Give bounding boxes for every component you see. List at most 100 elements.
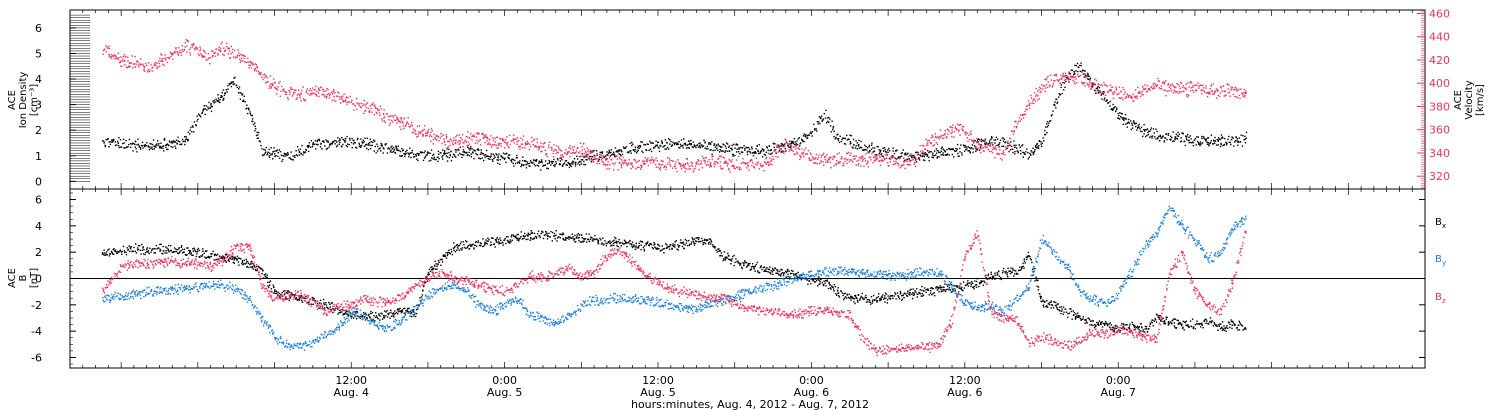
bx-point bbox=[479, 244, 482, 246]
ion-density-point bbox=[674, 142, 676, 145]
ion-density-point bbox=[893, 152, 896, 155]
bx-point bbox=[167, 249, 169, 251]
ion-density-point bbox=[853, 144, 855, 146]
bx-point bbox=[571, 237, 573, 240]
bx-point bbox=[595, 238, 597, 240]
velocity-point bbox=[394, 114, 396, 116]
velocity-point bbox=[753, 166, 755, 168]
velocity-point bbox=[339, 96, 341, 98]
ion-density-point bbox=[678, 141, 680, 143]
velocity-point bbox=[953, 136, 955, 138]
velocity-point bbox=[370, 107, 372, 110]
ion-density-point bbox=[1173, 140, 1175, 142]
velocity-point bbox=[758, 168, 761, 170]
velocity-point bbox=[1216, 97, 1218, 99]
velocity-point bbox=[522, 139, 524, 141]
velocity-point bbox=[528, 148, 530, 151]
velocity-point bbox=[865, 153, 867, 155]
velocity-point bbox=[1150, 86, 1152, 89]
bx-point bbox=[655, 247, 657, 249]
velocity-point bbox=[525, 143, 528, 146]
velocity-point bbox=[474, 142, 476, 144]
velocity-point bbox=[1144, 84, 1146, 86]
ion-density-point bbox=[463, 154, 465, 156]
velocity-point bbox=[1244, 96, 1246, 98]
velocity-point bbox=[1208, 93, 1210, 95]
velocity-point bbox=[911, 157, 913, 159]
velocity-point bbox=[1095, 79, 1098, 82]
ion-density-point bbox=[782, 144, 785, 146]
ion-density-point bbox=[1071, 69, 1073, 71]
velocity-point bbox=[161, 60, 163, 62]
ion-density-point bbox=[1107, 101, 1110, 104]
ion-density-point bbox=[217, 94, 219, 96]
ion-density-point bbox=[128, 138, 131, 141]
ion-density-point bbox=[373, 139, 375, 141]
velocity-point bbox=[728, 159, 730, 161]
ion-density-point bbox=[490, 155, 492, 157]
bx-point bbox=[213, 259, 215, 261]
velocity-point bbox=[586, 154, 588, 156]
bx-point bbox=[221, 255, 223, 258]
velocity-point bbox=[1146, 85, 1149, 87]
ion-density-point bbox=[660, 145, 662, 147]
velocity-point bbox=[188, 49, 190, 51]
velocity-point bbox=[1229, 95, 1231, 97]
velocity-point bbox=[368, 111, 371, 114]
bx-point bbox=[457, 248, 459, 250]
velocity-point bbox=[572, 149, 574, 151]
bx-point bbox=[573, 238, 576, 241]
ion-density-point bbox=[382, 152, 384, 154]
ion-density-point bbox=[246, 112, 249, 115]
ion-density-point bbox=[310, 140, 312, 142]
velocity-point bbox=[1228, 91, 1231, 93]
velocity-point bbox=[607, 163, 609, 166]
ion-density-point bbox=[506, 152, 508, 155]
ion-density-point bbox=[1002, 140, 1005, 142]
velocity-point bbox=[189, 52, 191, 54]
velocity-point bbox=[464, 139, 466, 141]
ion-density-point bbox=[152, 139, 155, 141]
ion-density-point bbox=[475, 152, 477, 155]
ion-density-point bbox=[409, 147, 411, 149]
velocity-point bbox=[220, 50, 222, 53]
ion-density-point bbox=[504, 157, 506, 159]
velocity-point bbox=[414, 129, 416, 131]
ion-density-point bbox=[511, 161, 513, 163]
bx-point bbox=[186, 247, 188, 249]
ion-density-point bbox=[650, 150, 653, 153]
bx-point bbox=[669, 245, 671, 248]
velocity-point bbox=[389, 115, 391, 118]
bx-point bbox=[350, 315, 352, 317]
ion-density-point bbox=[417, 159, 419, 162]
ion-density-point bbox=[1089, 77, 1092, 79]
velocity-point bbox=[108, 55, 110, 57]
velocity-point bbox=[540, 142, 542, 144]
ion-density-point bbox=[844, 143, 847, 145]
ion-density-point bbox=[700, 144, 703, 146]
velocity-point bbox=[823, 164, 825, 166]
ion-density-point bbox=[912, 156, 914, 158]
ion-density-point bbox=[945, 154, 947, 156]
velocity-point bbox=[519, 145, 522, 147]
ion-density-point bbox=[153, 148, 155, 150]
velocity-point bbox=[592, 161, 595, 163]
ion-density-point bbox=[302, 154, 304, 156]
ion-density-point bbox=[1088, 75, 1090, 77]
ion-density-point bbox=[875, 153, 877, 156]
velocity-point bbox=[773, 158, 775, 161]
ion-density-point bbox=[755, 148, 757, 150]
bx-point bbox=[191, 254, 193, 256]
velocity-point bbox=[318, 88, 320, 90]
velocity-point bbox=[156, 62, 158, 64]
ion-density-point bbox=[1149, 130, 1151, 132]
velocity-point bbox=[466, 144, 468, 147]
velocity-point bbox=[228, 50, 231, 52]
velocity-point bbox=[377, 109, 379, 111]
velocity-point bbox=[711, 158, 713, 161]
bx-point bbox=[314, 300, 317, 302]
ion-density-point bbox=[493, 154, 495, 157]
ion-density-point bbox=[125, 140, 127, 142]
velocity-point bbox=[679, 165, 682, 168]
velocity-point bbox=[1111, 86, 1114, 88]
